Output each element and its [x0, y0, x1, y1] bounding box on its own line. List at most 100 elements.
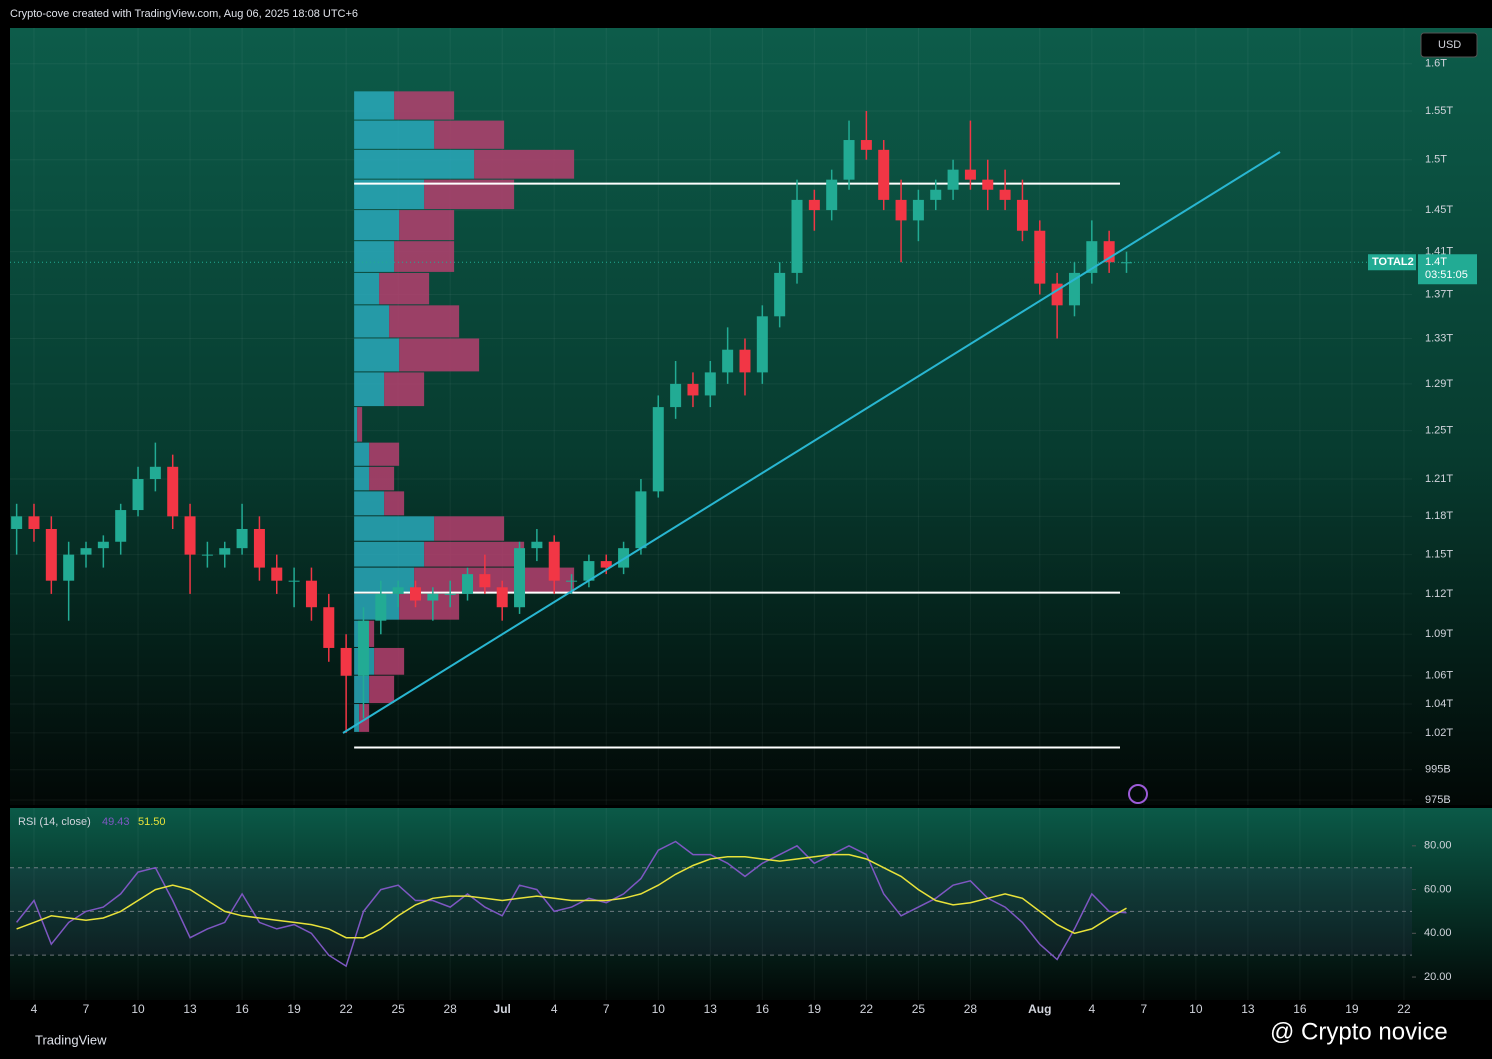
profile-down	[394, 91, 455, 120]
candle-body	[600, 561, 612, 568]
candle-body	[1086, 241, 1098, 273]
x-tick-label: 13	[183, 1002, 197, 1016]
x-tick-label: 4	[31, 1002, 38, 1016]
y-tick-label: 1.45T	[1425, 204, 1453, 216]
candle-body	[219, 548, 231, 555]
candle-body	[566, 580, 578, 582]
profile-up	[354, 91, 395, 120]
y-tick-label: 1.04T	[1425, 698, 1453, 710]
x-tick-label: 10	[652, 1002, 666, 1016]
profile-down	[434, 516, 505, 541]
profile-down	[357, 407, 363, 442]
rsi-tick-label: 80.00	[1424, 840, 1452, 852]
profile-up	[354, 241, 395, 272]
candle-body	[982, 179, 994, 190]
x-tick-label: 22	[860, 1002, 874, 1016]
rsi-value: 49.43	[102, 816, 130, 828]
x-tick-label: 4	[1088, 1002, 1095, 1016]
candle-body	[271, 567, 283, 581]
profile-down	[384, 491, 405, 516]
candle-body	[375, 593, 387, 621]
profile-up	[354, 407, 358, 442]
profile-up	[354, 305, 390, 338]
x-tick-label: 25	[391, 1002, 405, 1016]
profile-down	[379, 272, 430, 305]
x-tick-label: 10	[131, 1002, 145, 1016]
candle-body	[652, 407, 664, 492]
rsi-ma-line	[16, 853, 1127, 939]
currency: USD	[1438, 39, 1461, 51]
profile-down	[374, 647, 405, 675]
x-tick-label: 10	[1189, 1002, 1203, 1016]
y-tick-label: 1.29T	[1425, 378, 1453, 390]
profile-up	[354, 704, 360, 732]
y-tick-label: 1.37T	[1425, 288, 1453, 300]
candle-body	[514, 548, 526, 608]
profile-up	[354, 567, 415, 593]
rsi-pane	[10, 808, 1412, 1000]
profile-up	[354, 442, 370, 466]
x-tick-label: 19	[808, 1002, 822, 1016]
candle-body	[462, 574, 474, 594]
y-tick-label: 1.33T	[1425, 332, 1453, 344]
alert-icon[interactable]	[1128, 784, 1148, 804]
y-tick-label: 1.55T	[1425, 105, 1453, 117]
rsi-line	[16, 840, 1127, 968]
x-tick-label: 25	[912, 1002, 926, 1016]
candle-body	[722, 349, 734, 373]
countdown: 03:51:05	[1425, 269, 1468, 281]
profile-up	[354, 338, 400, 372]
candle-body	[704, 372, 716, 396]
candle-body	[392, 587, 404, 594]
profile-down	[474, 149, 575, 179]
x-tick-label: 16	[235, 1002, 249, 1016]
candle-body	[791, 199, 803, 273]
profile-up	[354, 272, 380, 305]
profile-down	[384, 372, 425, 407]
candle-body	[479, 574, 491, 588]
candle-body	[80, 548, 92, 555]
candle-body	[860, 140, 872, 150]
x-tick-label: 7	[1140, 1002, 1147, 1016]
candle-body	[895, 199, 907, 221]
candle-body	[97, 541, 109, 549]
y-tick-label: 995B	[1425, 764, 1451, 776]
y-tick-label: 1.18T	[1425, 510, 1453, 522]
candle-body	[167, 466, 179, 517]
x-tick-label: 16	[756, 1002, 770, 1016]
rsi-axis	[1412, 808, 1492, 1000]
rsi-tick-label: 40.00	[1424, 927, 1452, 939]
rsi-tick-label: 60.00	[1424, 883, 1452, 895]
profile-up	[354, 491, 385, 516]
candle-body	[756, 316, 768, 373]
y-tick-label: 1.02T	[1425, 727, 1453, 739]
x-tick-label: 13	[1241, 1002, 1255, 1016]
x-tick-label: Aug	[1028, 1002, 1051, 1016]
profile-up	[354, 541, 425, 567]
candle-body	[999, 189, 1011, 200]
symbol-label: TOTAL2	[1372, 256, 1414, 268]
candle-body	[687, 383, 699, 396]
candle-body	[253, 528, 265, 568]
profile-down	[364, 620, 375, 647]
rsi-title: RSI (14, close)	[18, 816, 91, 828]
candle-body	[236, 528, 248, 549]
candle-body	[496, 587, 508, 608]
y-tick-label: 1.12T	[1425, 588, 1453, 600]
currency-box[interactable]	[1420, 32, 1478, 58]
candle-body	[912, 199, 924, 221]
candle-body	[878, 149, 890, 200]
profile-down	[369, 466, 395, 491]
x-tick-label: Jul	[494, 1002, 511, 1016]
candle-body	[670, 383, 682, 408]
candle-body	[357, 620, 369, 676]
candle-body	[1068, 272, 1080, 306]
rsi-tick-label: 20.00	[1424, 971, 1452, 983]
y-tick-label: 1.21T	[1425, 473, 1453, 485]
candle-body	[947, 169, 959, 190]
x-tick-label: 16	[1293, 1002, 1307, 1016]
candle-body	[548, 541, 560, 581]
candle-body	[132, 479, 144, 511]
price-label: 1.4T	[1425, 256, 1447, 268]
candle-body	[1051, 283, 1063, 306]
